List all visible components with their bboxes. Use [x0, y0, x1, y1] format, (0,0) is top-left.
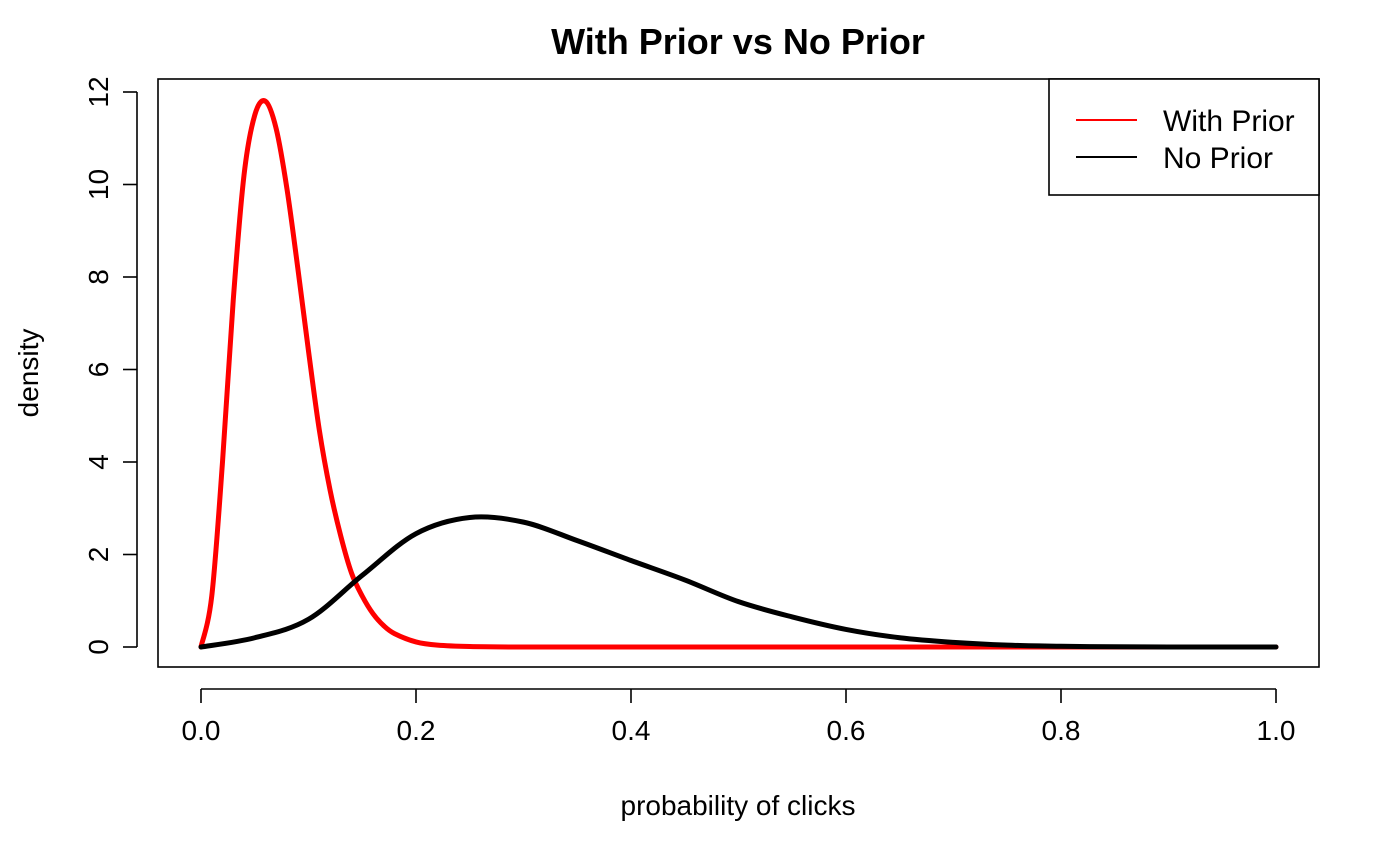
y-tick-label: 8: [83, 269, 114, 285]
legend: With Prior No Prior: [1048, 78, 1320, 196]
legend-label-no-prior: No Prior: [1163, 142, 1273, 175]
series-line-no-prior: [198, 514, 1279, 650]
x-axis: 0.0 0.2 0.4 0.6 0.8 1.0: [182, 688, 1296, 746]
series-line-with-prior: [198, 98, 1279, 650]
x-tick-label: 0.4: [612, 715, 651, 746]
y-axis-label: density: [13, 329, 44, 418]
y-tick-label: 4: [83, 454, 114, 470]
x-tick-label: 1.0: [1257, 715, 1296, 746]
legend-label-with-prior: With Prior: [1163, 105, 1295, 138]
legend-box: [1048, 78, 1320, 196]
x-tick-label: 0.2: [397, 715, 436, 746]
plot-frame: [157, 78, 1320, 668]
y-tick-label: 0: [83, 639, 114, 655]
chart-title: With Prior vs No Prior: [551, 21, 925, 62]
series-layer: [198, 98, 1279, 650]
y-tick-label: 10: [83, 169, 114, 200]
x-tick-label: 0.6: [827, 715, 866, 746]
y-tick-label: 12: [83, 76, 114, 107]
y-axis: 0 2 4 6 8 10 12: [83, 76, 138, 655]
x-tick-label: 0.0: [182, 715, 221, 746]
y-tick-label: 2: [83, 547, 114, 563]
y-tick-label: 6: [83, 362, 114, 378]
x-tick-label: 0.8: [1042, 715, 1081, 746]
x-axis-label: probability of clicks: [621, 790, 856, 821]
